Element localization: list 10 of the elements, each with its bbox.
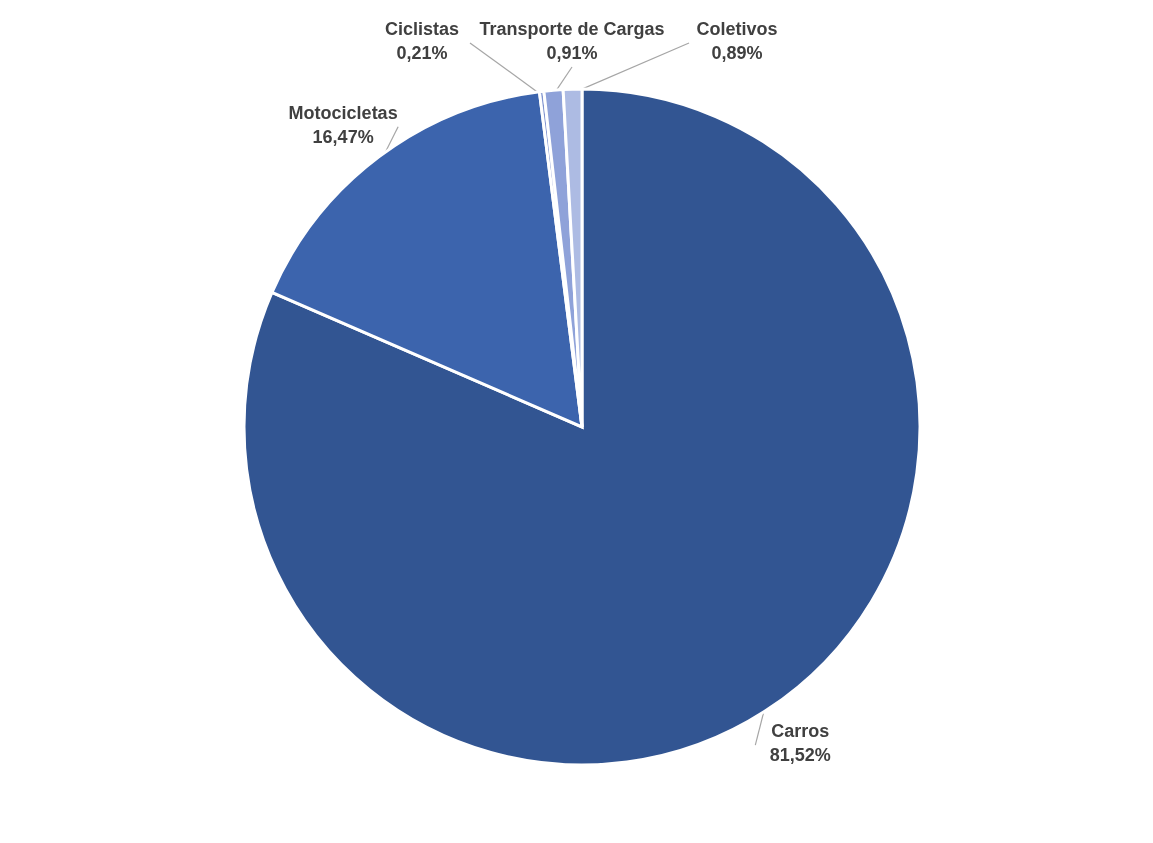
slice-label: Motocicletas [288, 102, 398, 123]
slice-label: Transporte de Cargas [479, 19, 665, 39]
data-label: 0,21% [396, 43, 448, 63]
data-label: 0,91% [546, 43, 598, 63]
data-label: 0,89% [711, 43, 763, 63]
data-label: 81,52% [769, 745, 831, 766]
slice-label: Coletivos [696, 19, 778, 39]
slice-label: Ciclistas [384, 19, 460, 39]
slice-label: Carros [771, 721, 830, 742]
data-label: 16,47% [312, 126, 374, 147]
